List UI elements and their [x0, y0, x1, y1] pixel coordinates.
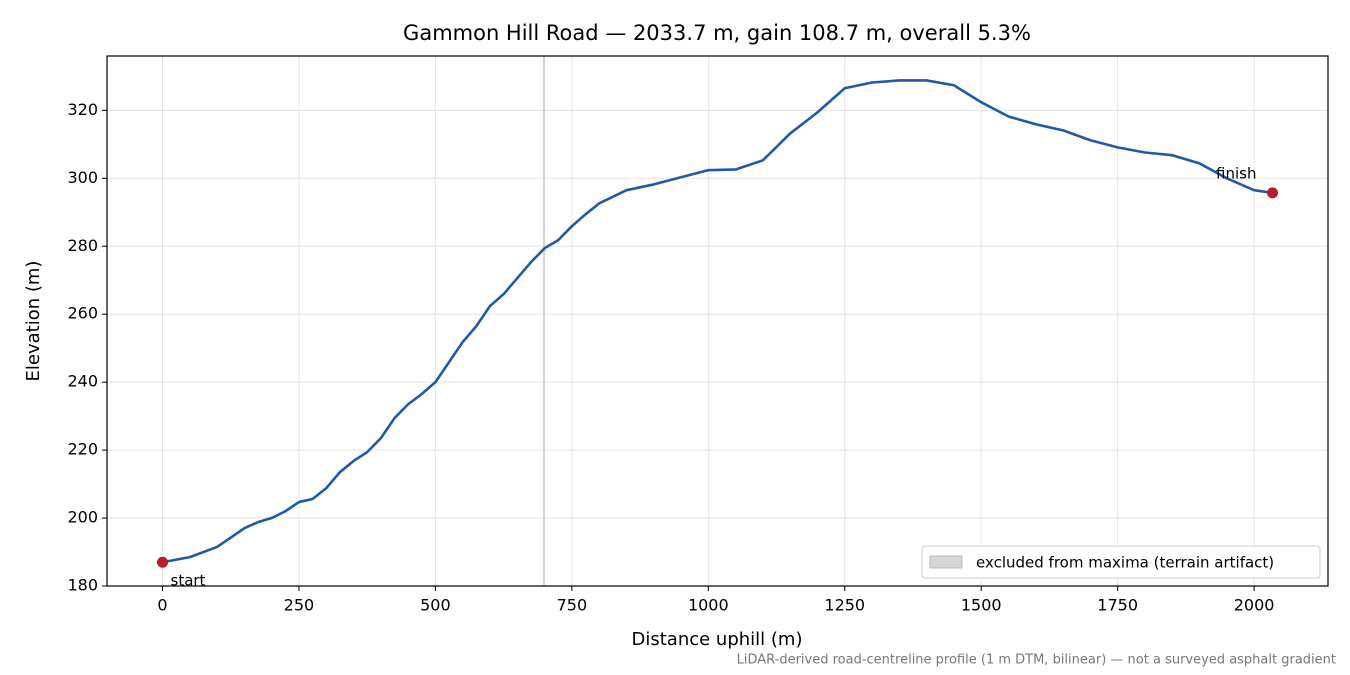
x-tick-label: 750 [557, 596, 588, 615]
y-axis-label: Elevation (m) [23, 261, 44, 382]
x-tick-label: 1500 [961, 596, 1002, 615]
x-tick-label: 500 [420, 596, 451, 615]
y-tick-label: 260 [67, 304, 98, 323]
y-tick-label: 220 [67, 440, 98, 459]
legend-label: excluded from maxima (terrain artifact) [976, 554, 1274, 572]
legend-swatch [929, 555, 963, 569]
footnote: LiDAR-derived road-centreline profile (1… [737, 653, 1336, 668]
endpoint-annotation: start [171, 572, 206, 590]
endpoint-marker [157, 556, 169, 568]
x-tick-label: 250 [284, 596, 315, 615]
elevation-line [162, 79, 1273, 564]
endpoint-annotation: finish [1216, 164, 1256, 182]
x-tick-label: 1250 [824, 596, 865, 615]
legend-box [921, 545, 1321, 579]
x-tick-label: 2000 [1234, 596, 1275, 615]
plot-frame [106, 55, 1329, 587]
x-axis-label: Distance uphill (m) [632, 629, 803, 650]
y-tick-label: 240 [67, 372, 98, 391]
x-tick-label: 0 [157, 596, 167, 615]
y-tick-label: 200 [67, 508, 98, 527]
x-tick-label: 1750 [1097, 596, 1138, 615]
y-tick-label: 180 [67, 576, 98, 595]
y-tick-label: 320 [67, 100, 98, 119]
x-tick-label: 1000 [688, 596, 729, 615]
y-tick-label: 280 [67, 236, 98, 255]
chart-title: Gammon Hill Road — 2033.7 m, gain 108.7 … [403, 21, 1031, 45]
y-tick-label: 300 [67, 168, 98, 187]
endpoint-marker [1266, 187, 1278, 199]
excluded-span [542, 56, 546, 586]
